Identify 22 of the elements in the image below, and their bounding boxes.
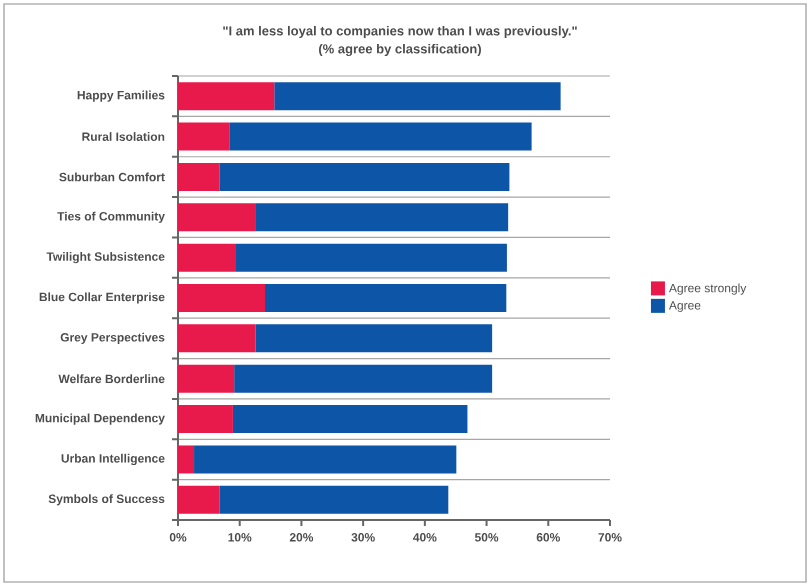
bar bbox=[219, 485, 449, 514]
bar bbox=[229, 122, 532, 151]
bar bbox=[178, 364, 235, 393]
bar bbox=[178, 162, 220, 191]
bar bbox=[265, 284, 507, 313]
bar bbox=[178, 445, 195, 474]
bar bbox=[178, 203, 256, 232]
bar bbox=[194, 445, 457, 474]
bar bbox=[234, 364, 493, 393]
bar bbox=[178, 324, 256, 353]
bar bbox=[255, 203, 509, 232]
bar bbox=[178, 485, 220, 514]
bar bbox=[274, 82, 561, 111]
bar bbox=[219, 162, 510, 191]
bar bbox=[178, 405, 233, 434]
bar bbox=[178, 284, 266, 313]
bar bbox=[178, 243, 237, 272]
bar bbox=[236, 243, 507, 272]
bar bbox=[178, 82, 275, 111]
bar bbox=[232, 405, 468, 434]
bar bbox=[255, 324, 493, 353]
bar bbox=[178, 122, 230, 151]
